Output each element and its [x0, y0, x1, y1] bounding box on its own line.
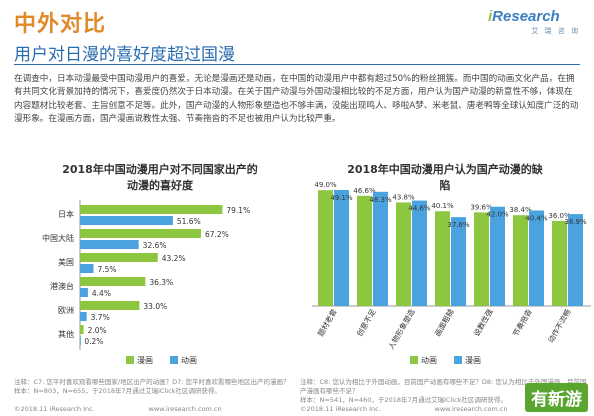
chart1-category-label: 欧洲 — [58, 305, 74, 315]
chart2-bar-manga — [451, 217, 466, 306]
chart2-bar-anime — [552, 220, 567, 306]
footnote-left: 注释：C7: 您平时喜欢观看哪些国家/地区出产的动画？D7: 您平时喜欢看哪些地… — [14, 378, 290, 395]
chart1-bar-anime — [80, 288, 88, 297]
page-title: 用户对日漫的喜好度超过国漫 — [14, 45, 235, 65]
logo-i: i — [488, 8, 493, 25]
chart1-category-label: 中国大陆 — [42, 233, 74, 243]
chart1-bar-anime — [80, 312, 87, 321]
chart1-legend-label-manga: 漫画 — [137, 355, 153, 365]
chart1-data-label: 32.6% — [143, 241, 167, 250]
logo-subtitle: 艾 瑞 咨 询 — [531, 27, 580, 35]
iresearch-logo: iResearch 艾 瑞 咨 询 — [488, 8, 580, 38]
watermark-badge: 有新游 — [525, 383, 588, 412]
chart1-legend-swatch-manga — [126, 356, 134, 364]
chart1-category-label: 美国 — [58, 257, 74, 267]
chart1-bar-manga — [80, 325, 84, 334]
chart1-data-label: 67.2% — [205, 230, 229, 239]
chart2-category-label: 创意不足 — [354, 307, 378, 338]
chart2-category-label: 动作不流畅 — [545, 307, 573, 345]
chart1-data-label: 7.5% — [98, 265, 117, 274]
chart2-data-label: 43.8% — [392, 193, 415, 201]
chart1-bar-manga — [80, 205, 223, 214]
chart2-data-label: 38.4% — [509, 206, 532, 214]
chart1-data-label: 4.4% — [92, 289, 111, 298]
chart1-category-label: 日本 — [58, 209, 74, 219]
chart2-bar-manga — [334, 189, 349, 306]
chart2-data-label: 40.4% — [525, 215, 548, 223]
chart2-legend-label-anime: 动画 — [421, 355, 437, 365]
chart1-data-label: 51.6% — [177, 217, 201, 226]
chart2-category-label: 题材老套 — [315, 307, 339, 338]
chart1-legend-swatch-anime — [170, 356, 178, 364]
title-divider — [14, 64, 580, 65]
chart2-bar-anime — [318, 190, 333, 306]
top-heading: 中外对比 — [14, 12, 107, 37]
chart1-data-label: 79.1% — [226, 206, 250, 215]
chart1-data-label: 2.0% — [88, 326, 107, 335]
chart2-data-label: 42.0% — [486, 211, 509, 219]
chart2-category-label: 画面粗糙 — [432, 307, 456, 338]
copyright-right: ©2018.11 iResearch Inc. www.iresearch.co… — [300, 405, 508, 413]
chart1-bar-anime — [80, 240, 139, 249]
chart2-bar-manga — [412, 200, 427, 306]
body-paragraph: 在调查中，日本动漫最受中国动漫用户的喜爱，无论是漫画还是动画，在中国的动漫用户中… — [14, 74, 579, 124]
chart2-data-label: 49.1% — [330, 194, 353, 202]
chart1-data-label: 3.7% — [91, 313, 110, 322]
footnote-right: 注释：C8: 您认为相比于外国动画，目前国产动画有哪些不足？D8: 您认为相比于… — [300, 378, 587, 404]
logo-research: Research — [492, 8, 560, 25]
chart2-category-label: 节奏拖沓 — [510, 307, 534, 338]
chart1-bar-manga — [80, 229, 201, 238]
chart2-bar-anime — [513, 215, 528, 306]
chart1-title: 2018年中国动漫用户对不同国家出产的动漫的喜好度 — [62, 163, 258, 192]
chart1-category-label: 港澳台 — [50, 281, 74, 291]
chart1-bar-anime — [80, 336, 81, 345]
chart2-bar-anime — [357, 195, 372, 306]
chart2-legend-swatch-manga — [454, 356, 462, 364]
chart2-bar-anime — [396, 202, 411, 306]
chart1-bar-manga — [80, 301, 140, 310]
chart1-data-label: 36.3% — [149, 278, 173, 287]
chart2-data-label: 37.6% — [447, 221, 470, 229]
chart2-data-label: 36.0% — [548, 212, 571, 220]
chart2-bar-manga — [529, 210, 544, 306]
chart1-data-label: 43.2% — [162, 254, 186, 263]
chart2-legend-label-manga: 漫画 — [465, 355, 481, 365]
chart2-bar-anime — [435, 211, 450, 306]
chart1-data-label: 0.2% — [84, 337, 103, 346]
chart2-data-label: 39.6% — [470, 203, 493, 211]
chart2-bar-manga — [568, 214, 583, 306]
chart2-legend-swatch-anime — [410, 356, 418, 364]
chart1-bar-manga — [80, 253, 158, 262]
chart2-data-label: 40.1% — [431, 202, 454, 210]
chart2-category-label: 说教性强 — [471, 307, 495, 338]
chart2-data-label: 46.6% — [353, 187, 376, 195]
chart2-data-label: 44.6% — [408, 205, 431, 213]
chart1-bar-anime — [80, 216, 173, 225]
chart1-data-label: 33.0% — [143, 302, 167, 311]
chart1-category-label: 其他 — [58, 329, 74, 339]
chart2-data-label: 49.0% — [314, 181, 337, 189]
chart2-title: 2018年中国动漫用户认为国产动漫的缺陷 — [347, 163, 543, 192]
chart1-bar-manga — [80, 277, 146, 286]
chart2-bar-manga — [373, 191, 388, 306]
chart1-bar-anime — [80, 264, 94, 273]
chart2-bar-manga — [490, 206, 505, 306]
chart2-category-label: 人物形象塑造 — [386, 307, 417, 351]
chart2-data-label: 38.9% — [564, 218, 587, 226]
chart2-data-label: 48.3% — [369, 196, 392, 204]
copyright-left: ©2018.11 iResearch Inc. www.iresearch.co… — [14, 405, 222, 413]
chart1-legend-label-anime: 动画 — [181, 355, 197, 365]
chart2-bar-anime — [474, 212, 489, 306]
